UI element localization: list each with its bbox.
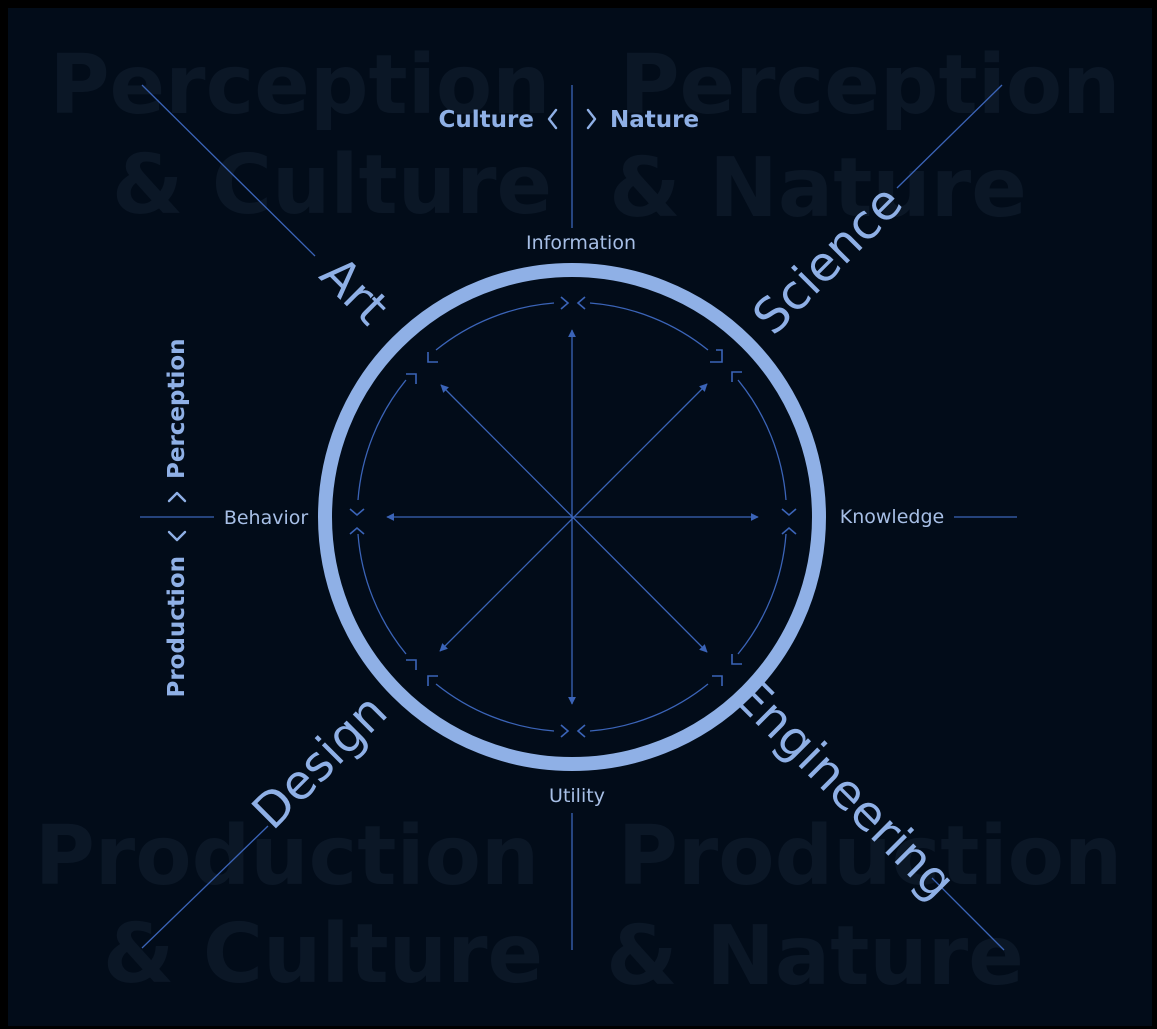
compass-chevrons — [349, 296, 797, 738]
chevron-left-top — [349, 508, 365, 517]
axis-label-bottom: Utility — [549, 785, 605, 807]
bg-word-top-left-line1: Perception — [49, 38, 550, 133]
pole-label-culture: Culture — [439, 107, 534, 133]
inner-arc-top-left — [435, 302, 555, 351]
corner-mark-sw-2 — [427, 675, 438, 686]
corner-mark-se-1 — [731, 654, 742, 665]
inner-arcs — [357, 302, 787, 732]
background-words: Perception & Culture Perception & Nature… — [35, 38, 1123, 1004]
pole-label-perception: Perception — [164, 338, 190, 479]
chevron-down-icon — [167, 530, 187, 542]
inner-arc-bottom-right — [589, 683, 709, 732]
inner-arc-left-top — [357, 379, 407, 501]
chevron-top-right — [576, 296, 586, 310]
chevron-bottom-left — [560, 724, 570, 738]
bg-word-bottom-right-line1: Production — [618, 809, 1123, 904]
bg-word-top-right-line1: Perception — [619, 38, 1120, 133]
bg-word-bottom-right-line2: & Nature — [606, 909, 1024, 1004]
corner-mark-sw-1 — [406, 659, 417, 670]
bg-word-top-right-line2: & Nature — [609, 141, 1027, 236]
diagonal-line-engineering — [931, 877, 1005, 951]
chevron-right-bottom — [781, 526, 797, 535]
inner-arc-right-top — [737, 379, 787, 501]
chevron-right-icon — [586, 108, 597, 130]
chevron-bottom-right — [576, 724, 586, 738]
bg-word-bottom-left-line1: Production — [35, 809, 540, 904]
bg-word-top-left-line2: & Culture — [112, 138, 552, 233]
corner-mark-nw-2 — [406, 373, 417, 384]
diagonal-line-science — [896, 84, 1003, 189]
corner-marks — [406, 349, 742, 686]
axis-label-left: Behavior — [224, 507, 309, 529]
inner-arc-top-right — [589, 302, 709, 351]
pole-label-production: Production — [164, 556, 190, 698]
inner-arc-left-bottom — [357, 533, 407, 655]
inner-arrows — [386, 329, 759, 705]
corner-mark-ne-1 — [710, 349, 723, 363]
arrow-diagonal-nw-se — [440, 384, 708, 653]
chevron-left-bottom — [349, 526, 365, 535]
axis-label-right: Knowledge — [840, 506, 944, 528]
chevron-left-icon — [547, 108, 558, 130]
bg-word-bottom-left-line2: & Culture — [103, 907, 543, 1002]
chevron-right-top — [781, 508, 797, 517]
corner-mark-se-2 — [712, 675, 723, 686]
pole-label-nature: Nature — [610, 107, 699, 133]
inner-arc-bottom-left — [435, 683, 555, 732]
axis-label-top: Information — [526, 232, 636, 254]
culture-nature-axis: Culture Nature — [439, 107, 700, 133]
perception-production-axis: Perception Production — [164, 338, 190, 697]
inner-arc-right-bottom — [737, 533, 787, 655]
corner-mark-ne-2 — [731, 371, 742, 382]
outer-ring — [318, 263, 826, 771]
diagonal-line-design — [141, 825, 269, 949]
chevron-top-left — [560, 296, 570, 310]
diagonal-line-art — [141, 84, 316, 257]
corner-mark-nw-1 — [427, 352, 438, 363]
chevron-up-icon — [167, 491, 187, 503]
